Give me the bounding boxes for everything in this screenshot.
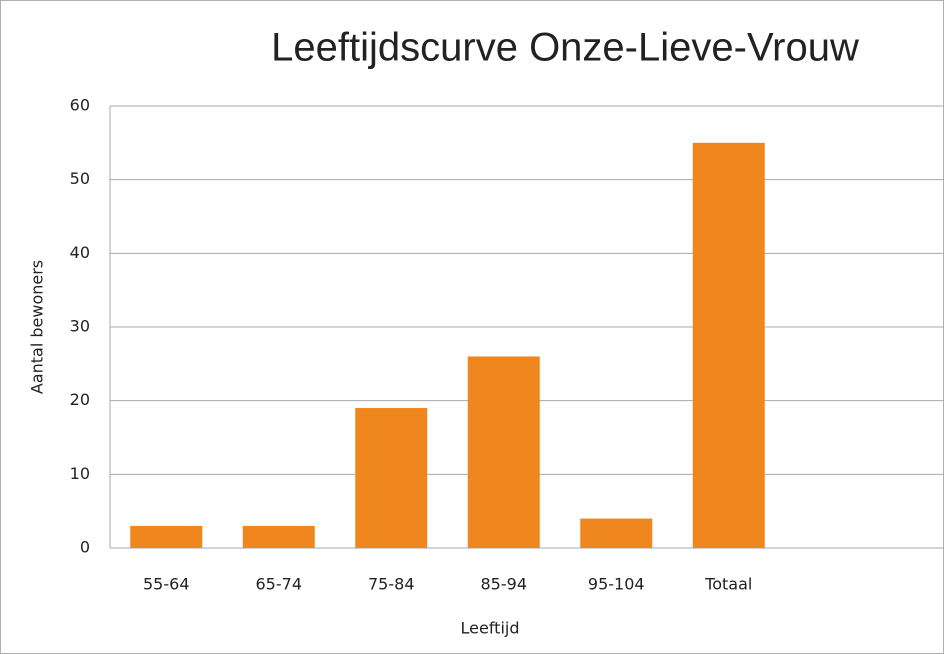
x-tick-label: 95-104 <box>588 575 645 594</box>
x-tick-label: 75-84 <box>368 575 415 594</box>
bar <box>242 525 315 548</box>
bar <box>692 142 765 549</box>
y-tick-label: 50 <box>70 169 90 188</box>
x-axis-label: Leeftijd <box>461 619 520 638</box>
bar <box>580 518 653 548</box>
x-tick-label: Totaal <box>704 575 752 594</box>
y-tick-label: 60 <box>70 96 90 115</box>
y-tick-label: 10 <box>70 464 90 483</box>
x-tick-label: 55-64 <box>143 575 190 594</box>
y-tick-label: 40 <box>70 243 90 262</box>
x-tick-label: 85-94 <box>481 575 528 594</box>
y-tick-label: 30 <box>70 317 90 336</box>
y-tick-label: 0 <box>80 538 90 557</box>
y-axis-label: Aantal bewoners <box>28 260 47 394</box>
y-tick-label: 20 <box>70 390 90 409</box>
chart-title: Leeftijdscurve Onze-Lieve-Vrouw <box>271 26 859 70</box>
x-tick-label: 65-74 <box>256 575 303 594</box>
bar <box>467 356 540 548</box>
bar <box>355 408 428 548</box>
bar <box>130 525 203 548</box>
